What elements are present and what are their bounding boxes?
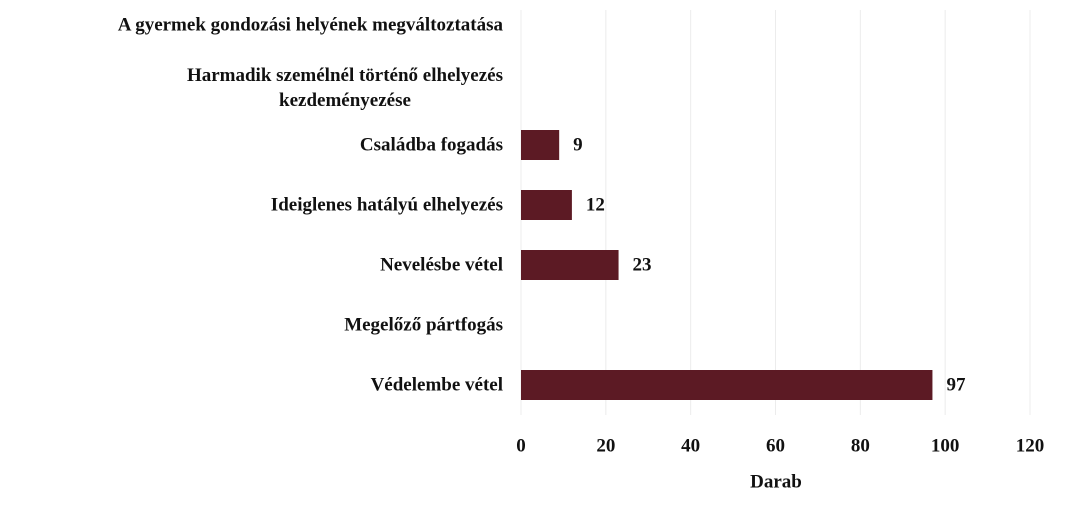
- category-label: Megelőző pártfogás: [344, 314, 503, 336]
- value-label: 97: [946, 374, 966, 395]
- x-tick-label: 80: [851, 435, 870, 456]
- category-label: Harmadik személnél történő elhelyezés ke…: [186, 65, 503, 111]
- bar: [521, 250, 619, 280]
- value-label: 12: [586, 194, 605, 215]
- x-tick-label: 40: [681, 435, 700, 456]
- value-label: 9: [573, 134, 583, 155]
- bar: [521, 190, 572, 220]
- x-tick-label: 120: [1016, 435, 1045, 456]
- category-label: Ideiglenes hatályú elhelyezés: [270, 194, 503, 216]
- category-label: A gyermek gondozási helyének megváltozta…: [117, 14, 503, 36]
- category-label: Nevelésbe vétel: [380, 254, 503, 276]
- category-label: Védelembe vétel: [370, 374, 503, 396]
- x-tick-label: 60: [766, 435, 785, 456]
- value-label: 23: [633, 254, 652, 275]
- bar: [521, 370, 933, 400]
- x-axis-label: Darab: [750, 471, 802, 492]
- x-tick-label: 20: [596, 435, 615, 456]
- x-tick-label: 100: [931, 435, 960, 456]
- x-tick-label: 0: [516, 435, 526, 456]
- category-label: Családba fogadás: [359, 134, 503, 156]
- bar: [521, 130, 560, 160]
